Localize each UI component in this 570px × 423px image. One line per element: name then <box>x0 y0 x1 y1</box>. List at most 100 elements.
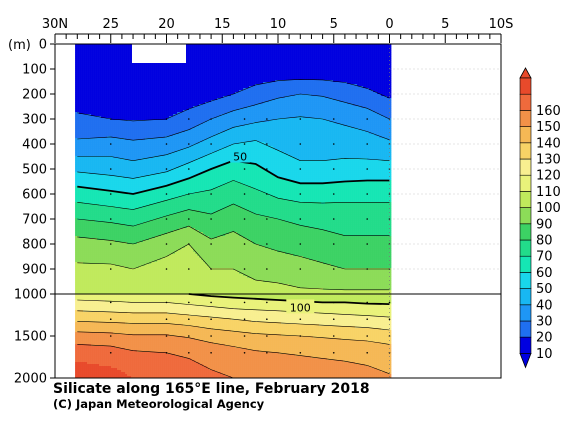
upper-field-cell <box>277 104 280 107</box>
upper-field-cell <box>231 92 234 95</box>
upper-field-cell <box>147 106 150 109</box>
upper-field-cell <box>157 96 160 99</box>
upper-field-cell <box>165 82 168 85</box>
upper-field-cell <box>223 70 226 73</box>
upper-field-cell <box>85 58 88 61</box>
upper-field-cell <box>151 92 154 95</box>
upper-field-cell <box>339 78 342 81</box>
upper-field-cell <box>257 54 260 57</box>
upper-field-cell <box>221 70 224 73</box>
upper-field-cell <box>373 46 376 49</box>
upper-field-cell <box>149 106 152 109</box>
upper-field-cell <box>85 76 88 79</box>
upper-field-cell <box>239 56 242 59</box>
upper-field-cell <box>165 84 168 87</box>
upper-field-cell <box>353 66 356 69</box>
upper-field-cell <box>253 88 256 91</box>
upper-field-cell <box>243 74 246 77</box>
upper-field-cell <box>231 104 234 107</box>
upper-field-cell <box>259 84 262 87</box>
upper-field-cell <box>325 80 328 83</box>
upper-field-cell <box>79 48 82 51</box>
upper-field-cell <box>251 88 254 91</box>
upper-field-cell <box>253 82 256 85</box>
upper-field-cell <box>177 66 180 69</box>
upper-field-cell <box>347 100 350 103</box>
upper-field-cell <box>231 52 234 55</box>
upper-field-cell <box>81 72 84 75</box>
upper-field-cell <box>295 48 298 51</box>
upper-field-cell <box>261 78 264 81</box>
upper-field-cell <box>249 104 252 107</box>
upper-field-cell <box>369 92 372 95</box>
upper-field-cell <box>249 72 252 75</box>
upper-field-cell <box>357 78 360 81</box>
upper-field-cell <box>345 100 348 103</box>
upper-field-cell <box>235 46 238 49</box>
upper-field-cell <box>101 72 104 75</box>
upper-field-cell <box>243 96 246 99</box>
upper-field-cell <box>117 54 120 57</box>
upper-field-cell <box>345 58 348 61</box>
upper-field-cell <box>163 68 166 71</box>
upper-field-cell <box>205 64 208 67</box>
upper-field-cell <box>383 88 386 91</box>
upper-field-cell <box>193 90 196 93</box>
upper-field-cell <box>161 86 164 89</box>
upper-field-cell <box>213 66 216 69</box>
upper-field-cell <box>303 96 306 99</box>
upper-field-cell <box>199 90 202 93</box>
upper-field-cell <box>343 54 346 57</box>
upper-field-cell <box>313 58 316 61</box>
upper-field-cell <box>233 78 236 81</box>
upper-field-cell <box>209 64 212 67</box>
upper-field-cell <box>227 100 230 103</box>
upper-field-cell <box>379 88 382 91</box>
upper-field-cell <box>121 72 124 75</box>
upper-field-cell <box>329 90 332 93</box>
upper-field-cell <box>359 104 362 107</box>
upper-field-cell <box>213 82 216 85</box>
upper-field-cell <box>313 102 316 105</box>
upper-field-cell <box>323 80 326 83</box>
upper-field-cell <box>227 92 230 95</box>
upper-field-cell <box>321 72 324 75</box>
upper-field-cell <box>203 80 206 83</box>
upper-field-cell <box>309 48 312 51</box>
upper-field-cell <box>365 56 368 59</box>
upper-field-cell <box>151 102 154 105</box>
upper-field-cell <box>319 92 322 95</box>
upper-field-cell <box>127 96 130 99</box>
upper-field-cell <box>313 54 316 57</box>
upper-field-cell <box>159 104 162 107</box>
upper-field-cell <box>187 104 190 107</box>
upper-field-cell <box>105 90 108 93</box>
upper-field-cell <box>171 86 174 89</box>
upper-field-cell <box>291 56 294 59</box>
upper-field-cell <box>265 96 268 99</box>
upper-field-cell <box>255 100 258 103</box>
upper-field-cell <box>373 82 376 85</box>
upper-field-cell <box>199 106 202 109</box>
upper-field-cell <box>85 92 88 95</box>
upper-field-cell <box>245 78 248 81</box>
upper-field-cell <box>105 44 108 47</box>
upper-field-cell <box>257 66 260 69</box>
upper-field-cell <box>211 92 214 95</box>
upper-field-cell <box>309 58 312 61</box>
upper-field-cell <box>291 74 294 77</box>
upper-field-cell <box>323 60 326 63</box>
upper-field-cell <box>349 74 352 77</box>
upper-field-cell <box>193 62 196 65</box>
upper-field-cell <box>293 76 296 79</box>
upper-field-cell <box>199 86 202 89</box>
upper-field-cell <box>269 50 272 53</box>
upper-field-cell <box>153 96 156 99</box>
upper-field-cell <box>185 82 188 85</box>
upper-field-cell <box>307 66 310 69</box>
upper-field-cell <box>201 74 204 77</box>
upper-field-cell <box>295 58 298 61</box>
upper-field-cell <box>111 92 114 95</box>
upper-field-cell <box>359 100 362 103</box>
upper-field-cell <box>241 84 244 87</box>
